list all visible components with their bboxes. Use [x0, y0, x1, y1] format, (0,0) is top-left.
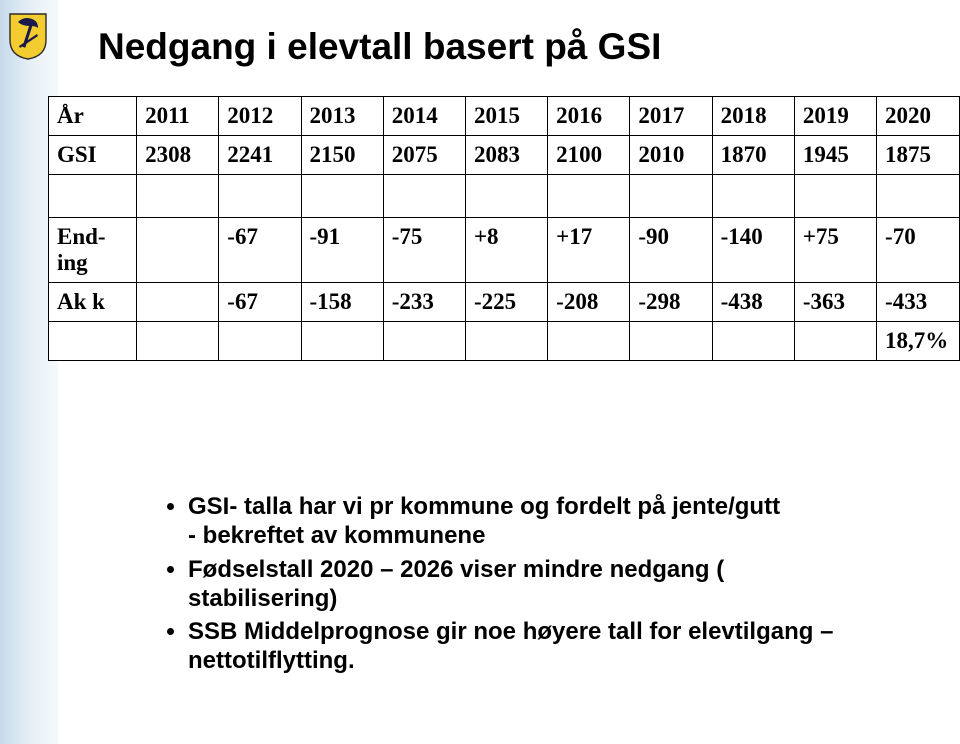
- header-cell: 2013: [301, 97, 383, 136]
- cell: [548, 322, 630, 361]
- header-cell: 2016: [548, 97, 630, 136]
- cell: -233: [383, 283, 465, 322]
- table-row: Ak k -67 -158 -233 -225 -208 -298 -438 -…: [49, 283, 960, 322]
- cell: -70: [877, 218, 960, 283]
- slide-title: Nedgang i elevtall basert på GSI: [98, 26, 661, 68]
- cell: -67: [219, 218, 301, 283]
- table-row: End-ing -67 -91 -75 +8 +17 -90 -140 +75 …: [49, 218, 960, 283]
- cell: 1945: [794, 136, 876, 175]
- cell: +8: [465, 218, 547, 283]
- cell: [712, 322, 794, 361]
- bullet-text: Fødselstall 2020 – 2026 viser mindre ned…: [188, 556, 724, 612]
- cell: -363: [794, 283, 876, 322]
- cell: +17: [548, 218, 630, 283]
- cell: 1870: [712, 136, 794, 175]
- cell: [465, 322, 547, 361]
- cell: [301, 322, 383, 361]
- header-cell: 2020: [877, 97, 960, 136]
- cell: 2010: [630, 136, 712, 175]
- cell: [630, 322, 712, 361]
- cell: [219, 322, 301, 361]
- cell: 2308: [137, 136, 219, 175]
- cell: [794, 322, 876, 361]
- bullet-item: GSI- talla har vi pr kommune og fordelt …: [188, 492, 880, 551]
- cell: [137, 283, 219, 322]
- row-label: GSI: [49, 136, 137, 175]
- cell: -433: [877, 283, 960, 322]
- cell: 2100: [548, 136, 630, 175]
- row-label: Ak k: [49, 283, 137, 322]
- table-row: GSI 2308 2241 2150 2075 2083 2100 2010 1…: [49, 136, 960, 175]
- table-row-empty: [49, 175, 960, 218]
- cell: 18,7%: [877, 322, 960, 361]
- cell: -90: [630, 218, 712, 283]
- bullet-item: Fødselstall 2020 – 2026 viser mindre ned…: [188, 555, 880, 614]
- bullet-item: SSB Middelprognose gir noe høyere tall f…: [188, 617, 880, 676]
- row-label: [49, 322, 137, 361]
- bullet-list: GSI- talla har vi pr kommune og fordelt …: [160, 492, 880, 680]
- cell: 1875: [877, 136, 960, 175]
- cell: [137, 218, 219, 283]
- bullet-subtext: - bekreftet av kommunene: [188, 521, 880, 550]
- header-cell: 2015: [465, 97, 547, 136]
- cell: 2083: [465, 136, 547, 175]
- header-cell: År: [49, 97, 137, 136]
- slide: Nedgang i elevtall basert på GSI År 2011…: [0, 0, 960, 744]
- cell: -208: [548, 283, 630, 322]
- cell: 2241: [219, 136, 301, 175]
- logo-shield-icon: [8, 12, 48, 60]
- cell: -140: [712, 218, 794, 283]
- header-cell: 2019: [794, 97, 876, 136]
- header-cell: 2011: [137, 97, 219, 136]
- cell: -438: [712, 283, 794, 322]
- cell: [137, 322, 219, 361]
- cell: 2075: [383, 136, 465, 175]
- cell: -225: [465, 283, 547, 322]
- header-cell: 2017: [630, 97, 712, 136]
- table-row: 18,7%: [49, 322, 960, 361]
- bullet-text: GSI- talla har vi pr kommune og fordelt …: [188, 493, 780, 520]
- cell: -91: [301, 218, 383, 283]
- cell: +75: [794, 218, 876, 283]
- cell: -75: [383, 218, 465, 283]
- row-label: End-ing: [49, 218, 137, 283]
- cell: [383, 322, 465, 361]
- header-cell: 2018: [712, 97, 794, 136]
- cell: -67: [219, 283, 301, 322]
- header-cell: 2014: [383, 97, 465, 136]
- header-cell: 2012: [219, 97, 301, 136]
- cell: 2150: [301, 136, 383, 175]
- cell: -298: [630, 283, 712, 322]
- data-table: År 2011 2012 2013 2014 2015 2016 2017 20…: [48, 96, 960, 361]
- table-header-row: År 2011 2012 2013 2014 2015 2016 2017 20…: [49, 97, 960, 136]
- cell: -158: [301, 283, 383, 322]
- bullet-text: SSB Middelprognose gir noe høyere tall f…: [188, 618, 833, 674]
